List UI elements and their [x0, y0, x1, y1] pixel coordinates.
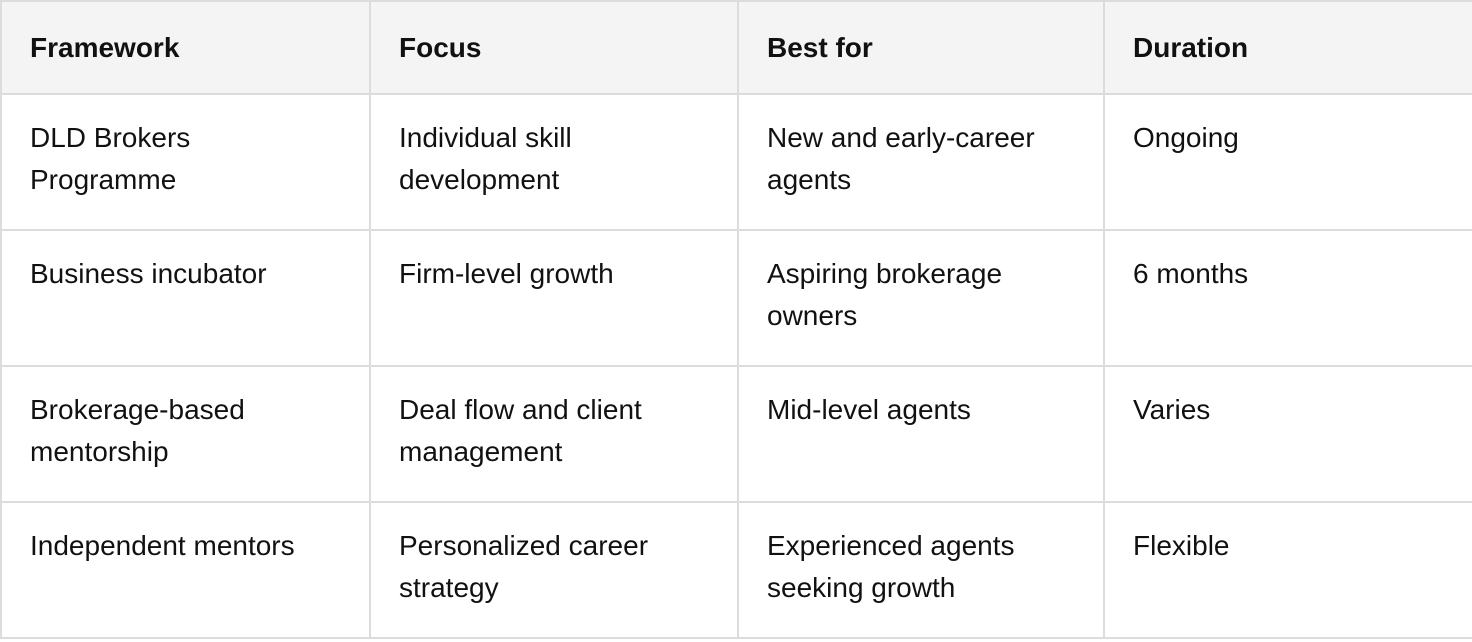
header-framework: Framework — [0, 0, 371, 95]
header-duration: Duration — [1103, 0, 1472, 95]
cell-duration: Flexible — [1103, 501, 1472, 639]
table-row: Brokerage-based mentorship Deal flow and… — [0, 365, 1472, 503]
cell-framework: Brokerage-based mentorship — [0, 365, 371, 503]
cell-best-for: Mid-level agents — [737, 365, 1105, 503]
cell-framework: DLD Brokers Programme — [0, 93, 371, 231]
header-focus: Focus — [369, 0, 739, 95]
cell-best-for: New and early-career agents — [737, 93, 1105, 231]
table-row: Independent mentors Personalized career … — [0, 501, 1472, 639]
cell-framework: Independent mentors — [0, 501, 371, 639]
table-row: DLD Brokers Programme Individual skill d… — [0, 93, 1472, 231]
cell-duration: 6 months — [1103, 229, 1472, 367]
header-best-for: Best for — [737, 0, 1105, 95]
cell-focus: Firm-level growth — [369, 229, 739, 367]
cell-framework: Business incubator — [0, 229, 371, 367]
cell-focus: Individual skill development — [369, 93, 739, 231]
header-row: Framework Focus Best for Duration — [0, 0, 1472, 95]
cell-focus: Deal flow and client management — [369, 365, 739, 503]
cell-best-for: Experienced agents seeking growth — [737, 501, 1105, 639]
table-row: Business incubator Firm-level growth Asp… — [0, 229, 1472, 367]
cell-focus: Personalized career strategy — [369, 501, 739, 639]
cell-duration: Varies — [1103, 365, 1472, 503]
cell-duration: Ongoing — [1103, 93, 1472, 231]
cell-best-for: Aspiring brokerage owners — [737, 229, 1105, 367]
